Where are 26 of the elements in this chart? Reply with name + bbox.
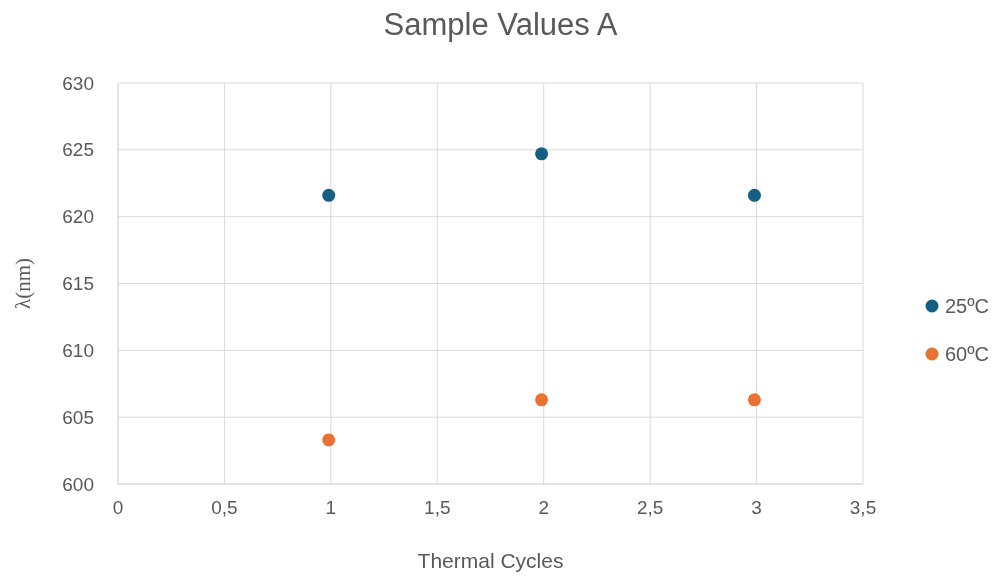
point [747, 393, 761, 407]
chart-title: Sample Values A [383, 7, 618, 42]
x-axis-title: Thermal Cycles [417, 549, 564, 572]
x-tick-label: 2,5 [636, 497, 664, 518]
y-tick-label: 605 [62, 406, 94, 428]
x-tick-label: 3 [751, 497, 762, 518]
y-tick-label: 610 [62, 339, 94, 361]
x-tick-label: 0 [112, 497, 124, 518]
x-tick-label: 1,5 [424, 497, 451, 518]
y-tick-label: 630 [62, 72, 94, 94]
point [535, 147, 549, 161]
y-tick-label: 625 [62, 139, 94, 161]
y-tick-label: 615 [62, 273, 94, 295]
point [322, 433, 336, 447]
x-tick-label: 3,5 [849, 497, 877, 518]
x-tick-label: 1 [325, 497, 337, 518]
y-tick-label: 600 [62, 473, 94, 495]
point [535, 393, 549, 407]
point [322, 188, 336, 202]
legend-label: 25ºC [945, 295, 989, 317]
y-tick-label: 620 [62, 206, 94, 228]
legend-label: 60ºC [945, 343, 989, 365]
x-tick-label: 2 [538, 497, 549, 518]
point [747, 188, 761, 202]
y-axis-title: λ(nm) [11, 257, 35, 310]
x-tick-label: 0,5 [211, 497, 238, 518]
